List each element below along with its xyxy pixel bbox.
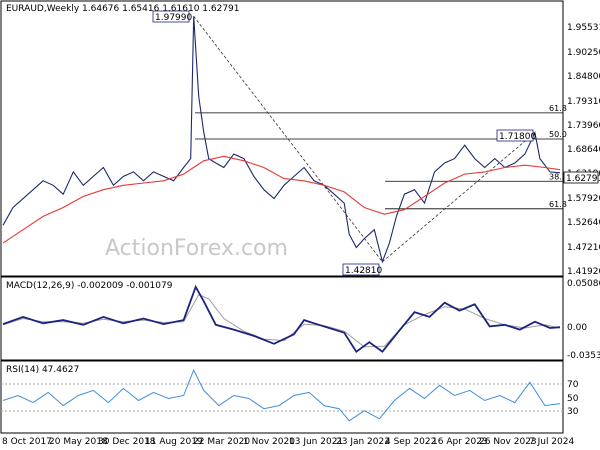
macd-panel-frame: [0, 276, 564, 361]
fibonacci-levels: 61.8 50.0 38.2 61.8: [195, 104, 567, 210]
moving-average-line: [2, 155, 561, 244]
x-tick-label: 8 Oct 2017: [2, 437, 52, 447]
current-price-marker: 1.62791: [563, 171, 600, 184]
x-tick-label: 16 Apr 2023: [432, 437, 488, 447]
x-tick-label: 30 Dec 2018: [98, 437, 156, 447]
x-tick-label: 26 Nov 2023: [479, 437, 537, 447]
macd-header: MACD(12,26,9) -0.002009 -0.001079: [6, 281, 173, 291]
rsi-y-tick: 50: [567, 394, 579, 404]
price-y-tick: 1.73960: [567, 121, 600, 131]
current-price-label: 1.62791: [566, 174, 600, 184]
macd-line: [2, 284, 561, 353]
x-tick-label: 20 May 2018: [49, 437, 108, 447]
rsi-header: RSI(14) 47.4627: [6, 365, 79, 375]
price-panel-frame: [0, 0, 564, 277]
price-y-tick: 1.47210: [567, 243, 600, 253]
annotation-low: 1.42810: [342, 263, 382, 276]
annotation-high-label: 1.97990: [155, 13, 192, 23]
rsi-y-tick: 30: [567, 407, 579, 417]
trend-line: [382, 132, 536, 263]
fib-level-label: 50.0: [549, 130, 567, 139]
price-y-tick: 1.79310: [567, 97, 600, 107]
rsi-series: [2, 368, 561, 422]
price-y-tick: 1.84800: [567, 72, 600, 82]
x-tick-label: 22 Mar 2020: [193, 437, 250, 447]
price-series: [2, 16, 561, 264]
macd-y-tick: 0.00: [567, 323, 587, 333]
trend-lines: [193, 16, 536, 263]
macd-series: [2, 284, 561, 353]
macd-y-tick: 0.050863: [567, 279, 600, 289]
rsi-line: [2, 368, 561, 422]
annotation-high: 1.97990: [152, 10, 192, 23]
moving-average: [2, 155, 561, 244]
watermark: ActionForex.com: [105, 236, 288, 261]
price-y-tick: 1.52640: [567, 218, 600, 228]
rsi-y-axis: 70 50 30: [1, 380, 579, 417]
trend-line: [193, 16, 383, 262]
price-y-tick: 1.90250: [567, 48, 600, 58]
rsi-y-tick: 70: [567, 380, 579, 390]
x-tick-label: 7 Jul 2024: [529, 437, 574, 447]
x-tick-label: 13 Jun 2021: [289, 437, 343, 447]
macd-y-tick: -0.035322: [567, 351, 600, 361]
fib-level-label: 61.8: [549, 104, 567, 113]
annotation-swing-high-label: 1.71800: [499, 132, 536, 142]
price-y-tick: 1.68640: [567, 145, 600, 155]
fib-level-label: 38.2: [549, 172, 567, 181]
x-axis: 8 Oct 2017 20 May 2018 30 Dec 2018 11 Au…: [2, 437, 574, 447]
price-y-tick: 1.57920: [567, 194, 600, 204]
annotation-low-label: 1.42810: [345, 266, 382, 276]
rsi-panel-frame: [0, 360, 564, 434]
macd-signal-line: [2, 294, 561, 348]
annotation-swing-high: 1.71800: [496, 129, 536, 142]
x-tick-label: 11 Aug 2019: [145, 437, 203, 447]
price-line: [2, 16, 561, 264]
x-tick-label: 4 Sep 2022: [385, 437, 436, 447]
macd-y-axis: 0.050863 0.00 -0.035322: [567, 279, 600, 361]
price-header: EURAUD,Weekly 1.64676 1.65416 1.61610 1.…: [6, 4, 240, 14]
x-tick-label: 1 Nov 2020: [243, 437, 295, 447]
x-tick-label: 23 Jan 2022: [336, 437, 390, 447]
fib-level-label: 61.8: [549, 200, 567, 209]
